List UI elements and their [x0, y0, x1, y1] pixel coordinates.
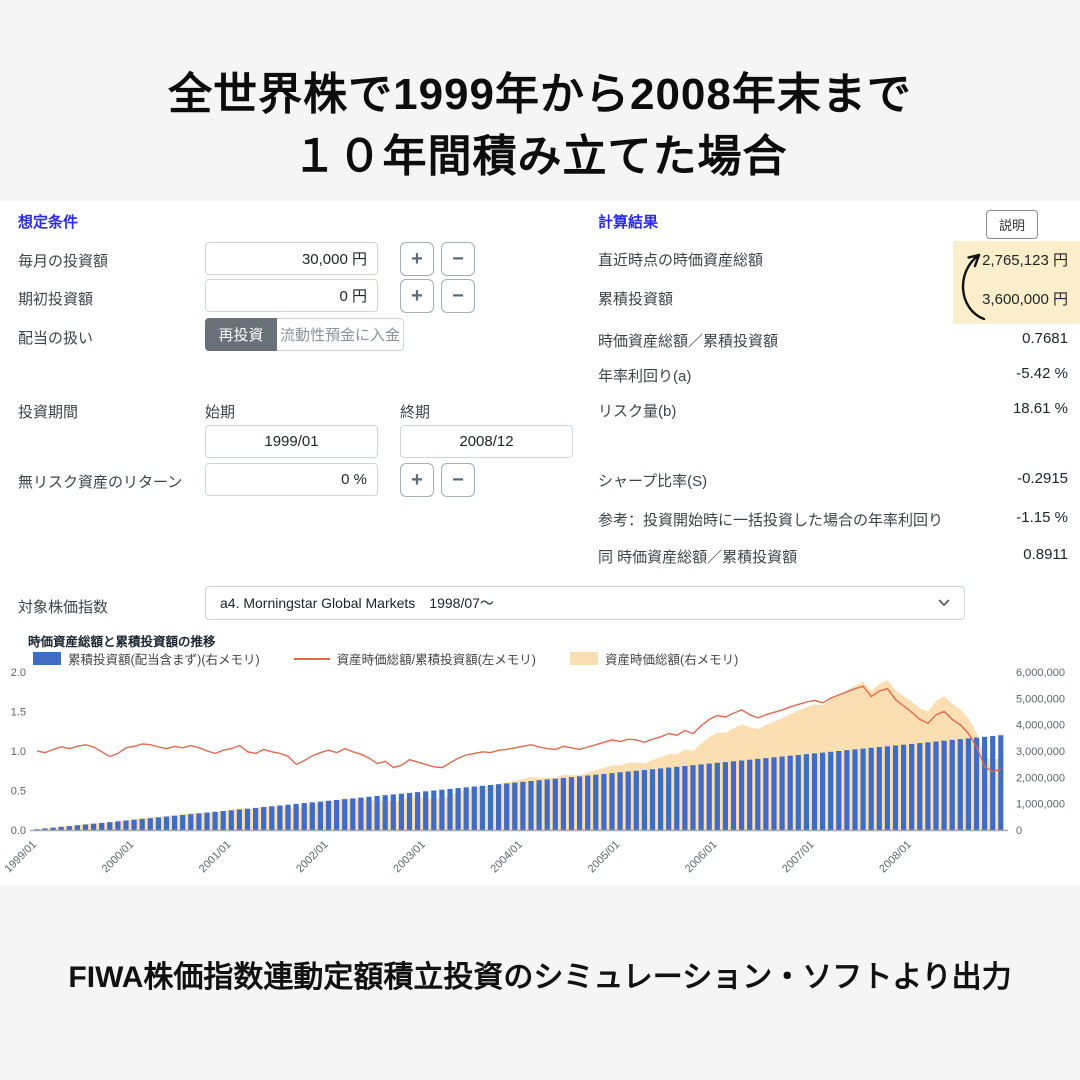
result-highlight [953, 241, 1080, 324]
legend-item-ratio: 資産時価総額/累積投資額(左メモリ) [293, 649, 536, 668]
result-value-sharpe: -0.2915 [1017, 470, 1068, 487]
legend-item-market-value: 資産時価総額(右メモリ) [569, 649, 739, 668]
result-label-cumulative: 累積投資額 [598, 291, 674, 308]
svg-text:2008/01: 2008/01 [877, 839, 914, 876]
period-end-label: 終期 [400, 404, 431, 421]
legend-label-cumulative: 累積投資額(配当含まず)(右メモリ) [68, 653, 260, 667]
initial-plus-button[interactable]: + [400, 279, 434, 313]
result-value-current-value: 2,765,123 円 [982, 252, 1068, 269]
chevron-down-icon [938, 599, 950, 607]
assumptions-section-title: 想定条件 [18, 214, 79, 231]
svg-text:6,000,000: 6,000,000 [1016, 667, 1065, 679]
riskfree-plus-button[interactable]: + [400, 463, 434, 497]
result-value-cumulative: 3,600,000 円 [982, 291, 1068, 308]
period-end-input[interactable] [400, 425, 573, 458]
legend-label-market-value: 資産時価総額(右メモリ) [604, 653, 739, 667]
result-value-lumpsum-ratio: 0.8911 [1023, 546, 1068, 563]
investment-period-label: 投資期間 [18, 404, 79, 421]
svg-text:1.5: 1.5 [11, 707, 26, 719]
legend-area-swatch [569, 652, 598, 665]
footer-band [0, 885, 1080, 1080]
svg-text:2003/01: 2003/01 [391, 839, 428, 876]
period-start-input[interactable] [205, 425, 378, 458]
monthly-plus-button[interactable]: + [400, 242, 434, 276]
svg-text:3,000,000: 3,000,000 [1016, 746, 1065, 758]
svg-text:2006/01: 2006/01 [683, 839, 720, 876]
riskfree-minus-button[interactable]: − [441, 463, 475, 497]
result-label-annual-return: 年率利回り(a) [598, 368, 692, 385]
monthly-investment-label: 毎月の投資額 [18, 253, 109, 270]
svg-text:2001/01: 2001/01 [197, 839, 234, 876]
footer-caption: FIWA株価指数連動定額積立投資のシミュレーション・ソフトより出力 [68, 961, 1012, 994]
result-value-ratio: 0.7681 [1022, 330, 1068, 347]
result-label-ratio: 時価資産総額／累積投資額 [598, 333, 779, 350]
period-start-label: 始期 [205, 404, 236, 421]
target-index-label: 対象株価指数 [18, 599, 109, 616]
dividend-deposit-toggle[interactable]: 流動性預金に入金 [277, 318, 404, 351]
svg-text:5,000,000: 5,000,000 [1016, 693, 1065, 705]
title-band [0, 0, 1080, 201]
index-select-value: a4. Morningstar Global Markets 1998/07～ [220, 595, 494, 611]
initial-investment-label: 期初投資額 [18, 291, 94, 308]
svg-text:1.0: 1.0 [11, 746, 26, 758]
svg-text:2005/01: 2005/01 [586, 839, 623, 876]
page-title: 全世界株で1999年から2008年末まで １０年間積み立てた場合 [0, 64, 1080, 188]
monthly-investment-input[interactable] [205, 242, 378, 275]
legend-line-swatch [293, 657, 330, 660]
dividend-handling-label: 配当の扱い [18, 330, 94, 347]
riskfree-return-label: 無リスク資産のリターン [18, 474, 183, 491]
svg-text:1999/01: 1999/01 [3, 839, 40, 876]
monthly-minus-button[interactable]: − [441, 242, 475, 276]
svg-text:1,000,000: 1,000,000 [1016, 799, 1065, 811]
results-section-title: 計算結果 [598, 214, 659, 231]
result-value-risk: 18.61 % [1012, 400, 1068, 417]
svg-text:0.5: 0.5 [11, 786, 26, 798]
result-label-lumpsum-return: 参考：投資開始時に一括投資した場合の年率利回り [598, 512, 944, 529]
legend-label-ratio: 資産時価総額/累積投資額(左メモリ) [336, 653, 536, 667]
legend-bar-swatch [33, 652, 61, 665]
result-label-current-value: 直近時点の時価資産総額 [598, 252, 764, 269]
svg-text:2002/01: 2002/01 [294, 839, 331, 876]
chart-legend: 累積投資額(配当含まず)(右メモリ) 資産時価総額/累積投資額(左メモリ) 資産… [33, 649, 738, 668]
result-label-sharpe: シャープ比率(S) [598, 473, 708, 490]
page-title-line1: 全世界株で1999年から2008年末まで [168, 70, 912, 119]
result-label-lumpsum-ratio: 同 時価資産総額／累積投資額 [598, 549, 798, 566]
initial-investment-input[interactable] [205, 279, 378, 312]
index-select[interactable]: a4. Morningstar Global Markets 1998/07～ [205, 586, 965, 620]
page-title-line2: １０年間積み立てた場合 [292, 132, 788, 181]
svg-text:2000/01: 2000/01 [100, 839, 137, 876]
asset-chart: 0.0 0.5 1.0 1.5 2.0 0 1,000,000 2,000,000 3,000,… [0, 660, 1080, 888]
legend-item-cumulative: 累積投資額(配当含まず)(右メモリ) [33, 649, 260, 668]
svg-text:2007/01: 2007/01 [780, 839, 817, 876]
explain-button[interactable]: 説明 [986, 210, 1039, 239]
svg-text:2004/01: 2004/01 [489, 839, 526, 876]
svg-text:2,000,000: 2,000,000 [1016, 772, 1065, 784]
result-value-annual-return: -5.42 % [1016, 365, 1068, 382]
riskfree-return-input[interactable] [205, 463, 378, 496]
svg-text:2.0: 2.0 [11, 667, 26, 679]
chart-title: 時価資産総額と累積投資額の推移 [28, 635, 216, 649]
svg-text:0: 0 [1016, 825, 1022, 837]
dividend-reinvest-toggle[interactable]: 再投資 [205, 318, 277, 351]
result-value-lumpsum-return: -1.15 % [1016, 509, 1068, 526]
result-label-risk: リスク量(b) [598, 403, 677, 420]
svg-text:4,000,000: 4,000,000 [1016, 720, 1065, 732]
highlight-arrow-annotation [948, 243, 1006, 336]
initial-minus-button[interactable]: − [441, 279, 475, 313]
svg-text:0.0: 0.0 [11, 825, 26, 837]
